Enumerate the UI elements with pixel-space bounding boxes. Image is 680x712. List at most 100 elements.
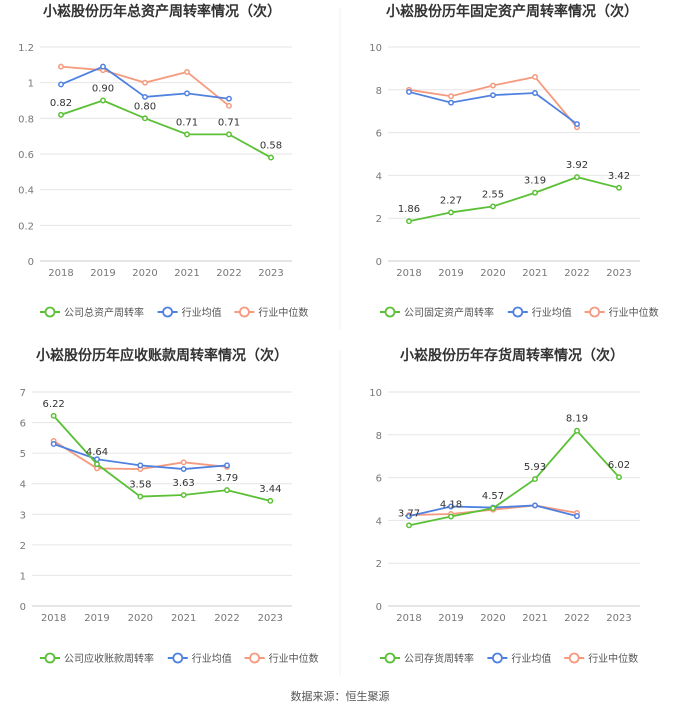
data-point-company [142, 115, 148, 122]
data-point-company [574, 427, 580, 434]
data-point-company [406, 522, 412, 529]
x-tick-label: 2021 [522, 613, 547, 624]
legend-item-company: 公司总资产周转率 [40, 306, 144, 319]
data-point-company [268, 154, 274, 161]
legend-label: 行业均值 [511, 652, 551, 665]
legend-swatch-marker [512, 306, 524, 318]
legend-label: 行业中位数 [609, 306, 659, 319]
data-point-industry_avg [532, 90, 538, 96]
data-label: 6.02 [608, 460, 630, 471]
data-point-industry_median [142, 79, 148, 86]
data-point-company [267, 497, 274, 504]
x-tick-label: 2022 [214, 613, 239, 624]
data-point-industry_median [448, 93, 454, 100]
data-label: 3.63 [173, 478, 195, 489]
legend-label: 行业中位数 [588, 652, 638, 665]
y-tick-label: 10 [369, 388, 382, 399]
x-tick-label: 2023 [258, 268, 283, 279]
legend-swatch-marker [44, 306, 56, 318]
y-tick-label: 0 [20, 602, 26, 613]
x-tick-label: 2023 [606, 268, 631, 279]
data-label: 2.55 [482, 189, 504, 200]
y-tick-label: 0 [376, 602, 382, 613]
y-tick-label: 4 [376, 516, 382, 527]
y-tick-label: 0.4 [18, 186, 34, 197]
y-tick-label: 5 [20, 449, 26, 460]
y-tick-label: 1.2 [18, 43, 34, 54]
data-point-company [616, 184, 622, 191]
data-point-industry_avg [448, 99, 454, 106]
data-point-company [532, 189, 538, 196]
data-point-company [50, 412, 57, 419]
x-tick-label: 2022 [564, 613, 589, 624]
data-label: 0.90 [92, 84, 114, 95]
data-label: 3.42 [608, 171, 630, 182]
series-line-company [52, 415, 271, 502]
data-label: 3.92 [566, 160, 588, 171]
legend-label: 行业中位数 [258, 306, 308, 319]
data-point-industry_avg [184, 90, 190, 97]
chart-title: 小崧股份历年固定资产周转率情况（次） [386, 3, 638, 20]
y-tick-label: 4 [376, 171, 382, 182]
data-label: 0.71 [218, 117, 240, 128]
legend-item-industry_avg: 行业均值 [507, 306, 572, 319]
y-tick-label: 6 [376, 474, 382, 485]
data-point-industry_avg [50, 441, 57, 447]
chart-panel-4: 小崧股份历年存货周转率情况（次） 0 2 4 6 8 10 2018 2019 2020 2021 2… [369, 347, 640, 665]
chart-title: 小崧股份历年应收账款周转率情况（次） [36, 347, 288, 364]
x-tick-label: 2020 [480, 268, 505, 279]
chart-title: 小崧股份历年存货周转率情况（次） [400, 347, 624, 364]
data-point-industry_median [490, 82, 496, 89]
data-label: 1.86 [398, 204, 420, 215]
data-label: 0.80 [134, 101, 156, 112]
y-tick-label: 6 [376, 129, 382, 140]
data-point-industry_avg [574, 513, 580, 520]
chart-title: 小崧股份历年总资产周转率情况（次） [43, 3, 281, 20]
chart-panel-3: 小崧股份历年应收账款周转率情况（次） 0 1 2 3 4 5 6 7 2018 2019 2020 20… [20, 347, 319, 665]
data-point-industry_median [184, 69, 190, 75]
y-tick-label: 8 [376, 86, 382, 97]
data-point-company [100, 97, 106, 104]
data-label: 4.64 [86, 447, 108, 458]
data-point-industry_avg [532, 502, 538, 509]
data-point-company [224, 487, 230, 494]
y-tick-label: 7 [20, 388, 26, 399]
x-tick-label: 2018 [48, 268, 73, 279]
x-tick-label: 2019 [438, 268, 463, 279]
x-tick-label: 2023 [606, 613, 631, 624]
data-label: 3.79 [216, 473, 238, 484]
x-tick-label: 2018 [41, 613, 66, 624]
series-line-company [408, 429, 620, 527]
data-label: 4.57 [482, 491, 504, 502]
x-tick-label: 2020 [128, 613, 153, 624]
data-point-industry_avg [448, 503, 454, 510]
data-point-industry_median [532, 74, 538, 80]
x-tick-label: 2022 [216, 268, 241, 279]
data-point-company [490, 203, 496, 210]
data-label: 0.82 [50, 98, 72, 109]
y-tick-label: 3 [20, 510, 26, 521]
legend-label: 公司总资产周转率 [64, 306, 144, 319]
y-tick-label: 1 [28, 79, 34, 90]
x-tick-label: 2020 [132, 268, 157, 279]
x-tick-label: 2018 [396, 613, 421, 624]
data-label: 3.77 [398, 508, 420, 519]
legend-swatch-marker [172, 652, 184, 664]
legend-item-industry_avg: 行业均值 [487, 652, 551, 665]
data-point-industry_avg [142, 93, 148, 100]
x-tick-label: 2019 [438, 613, 463, 624]
legend-label: 公司应收账款周转率 [64, 652, 154, 665]
data-label: 6.22 [43, 399, 65, 410]
legend-item-industry_median: 行业中位数 [584, 306, 659, 319]
x-tick-label: 2018 [396, 268, 421, 279]
y-tick-label: 1 [20, 571, 26, 582]
legend-swatch-marker [249, 652, 261, 664]
y-tick-label: 4 [20, 480, 26, 491]
data-point-industry_avg [490, 92, 496, 99]
data-label: 3.19 [524, 176, 546, 187]
data-point-industry_avg [226, 95, 232, 102]
x-tick-label: 2020 [480, 613, 505, 624]
legend-swatch-marker [44, 652, 56, 664]
data-point-industry_median [180, 459, 187, 466]
data-point-company [94, 461, 100, 468]
